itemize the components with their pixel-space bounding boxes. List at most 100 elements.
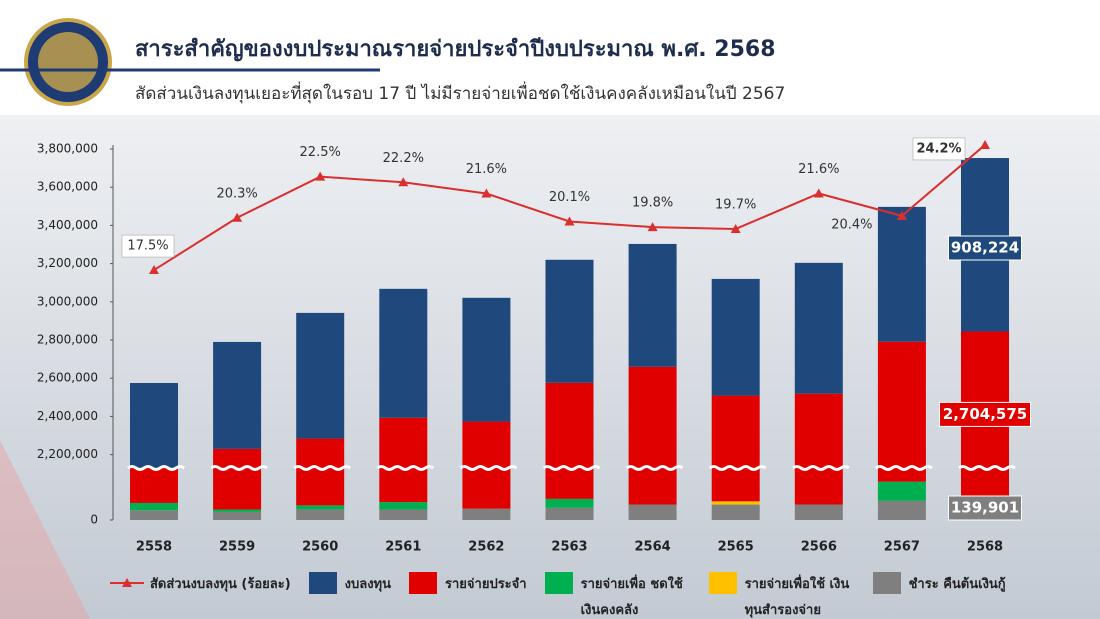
title: สาระสำคัญของงบประมาณรายจ่ายประจำปีงบประม… [135,37,776,62]
bar-segment [545,507,594,520]
axis-break [210,465,268,471]
x-tick-label: 2558 [136,540,172,555]
value-label: 19.8% [632,196,673,211]
value-label: 20.4% [831,217,872,232]
y-tick-label: 2,600,000 [37,371,98,385]
axis-break [791,465,850,471]
value-label: 908,224 [951,239,1019,257]
bar-segment [130,382,178,468]
bar-segment [628,243,677,367]
legend-item: สัดส่วนงบลงทุน (ร้อยละ) [110,572,291,619]
legend-label: งบลงทุน [344,577,392,592]
logo-inner [38,32,98,92]
bar-segment [296,438,345,506]
value-label: 22.2% [383,151,424,166]
line-marker [730,223,741,233]
bar-segment [877,206,926,342]
axis-break [958,465,1016,471]
value-label-box [948,235,1022,261]
bar-segment [296,509,345,520]
bar-segment [877,341,926,482]
bar-segment [379,509,428,520]
legend-swatch [872,572,901,594]
value-label: 19.7% [715,197,756,212]
axis-break [542,465,601,471]
legend-item: รายจ่ายประจำ [405,572,527,619]
legend-label: รายจ่ายเพื่อใช้ เงินทุนสำรองจ่าย [744,577,850,618]
axis-break [625,465,684,471]
bar-segment [296,312,345,439]
legend: สัดส่วนงบลงทุน (ร้อยละ) งบลงทุน รายจ่ายประ… [110,572,1006,619]
bar-segment [379,417,428,503]
legend-item: ชำระ คืนต้นเงินกู้ [869,572,1006,619]
value-label-box [948,495,1022,521]
bar-segment [379,288,428,418]
value-label: 22.5% [300,145,341,160]
bar-segment [130,502,178,511]
bar-segment [628,504,677,520]
line-marker [647,222,658,232]
y-tick-label: 3,200,000 [37,256,98,270]
y-tick-label: 0 [90,513,98,527]
bar-segment [545,498,594,508]
legend-item: งบลงทุน [305,572,391,619]
y-tick-label: 3,000,000 [37,294,98,308]
y-tick-label: 3,400,000 [37,218,98,232]
bar-segment [877,481,926,501]
y-tick-label: 3,600,000 [37,180,98,194]
bar-segment [213,509,262,512]
axis-break [708,465,767,471]
bar-segment [296,505,345,510]
bar-segment [711,504,760,520]
x-tick-label: 2563 [551,540,587,555]
value-label: 21.6% [798,162,839,177]
value-label: 20.1% [549,190,590,205]
bar-segment [462,297,511,422]
value-label: 139,901 [951,499,1019,517]
legend-item: รายจ่ายเพื่อใช้ เงินทุนสำรองจ่าย [705,572,855,619]
x-tick-label: 2566 [801,540,837,555]
legend-label: ชำระ คืนต้นเงินกู้ [908,577,1006,592]
x-tick-label: 2559 [219,540,255,555]
value-label-box [939,401,1031,427]
value-label: 2,704,575 [943,405,1027,423]
line-marker [481,188,492,198]
bar-segment [794,262,843,394]
y-tick-label: 2,400,000 [37,409,98,423]
bar-segment [711,395,760,502]
bar-segment [545,259,594,383]
line-marker [980,139,990,149]
line-marker [315,171,326,181]
line-marker [896,210,907,220]
x-tick-label: 2564 [635,540,671,555]
y-tick-label: 2,800,000 [37,333,98,347]
bar-segment [545,382,594,499]
y-tick-label: 2,200,000 [37,447,98,461]
value-label-box [121,234,175,258]
legend-swatch [110,578,144,587]
legend-swatch [708,572,737,594]
x-tick-label: 2560 [302,540,338,555]
bar-segment [711,278,760,396]
bar-segment [794,504,843,520]
axis-break [875,465,933,471]
legend-label: รายจ่ายเพื่อ ชดใช้เงินคงคลัง [580,577,683,618]
subtitle: สัดส่วนเงินลงทุนเยอะที่สุดในรอบ 17 ปี ไม… [135,81,785,104]
legend-item: รายจ่ายเพื่อ ชดใช้เงินคงคลัง [541,572,691,619]
bar-segment [711,501,760,505]
legend-swatch [544,572,573,594]
value-label: 20.3% [216,186,257,201]
legend-label: รายจ่ายประจำ [445,577,527,592]
bar-segment [462,508,511,520]
bar-segment [877,500,926,520]
x-tick-label: 2565 [718,540,754,555]
legend-label: สัดส่วนงบลงทุน (ร้อยละ) [150,577,291,592]
legend-swatch [308,572,337,594]
line-marker [232,212,243,222]
bar-segment [462,421,511,509]
value-label: 17.5% [127,239,168,254]
line-marker [564,216,575,226]
x-tick-label: 2568 [967,540,1003,555]
